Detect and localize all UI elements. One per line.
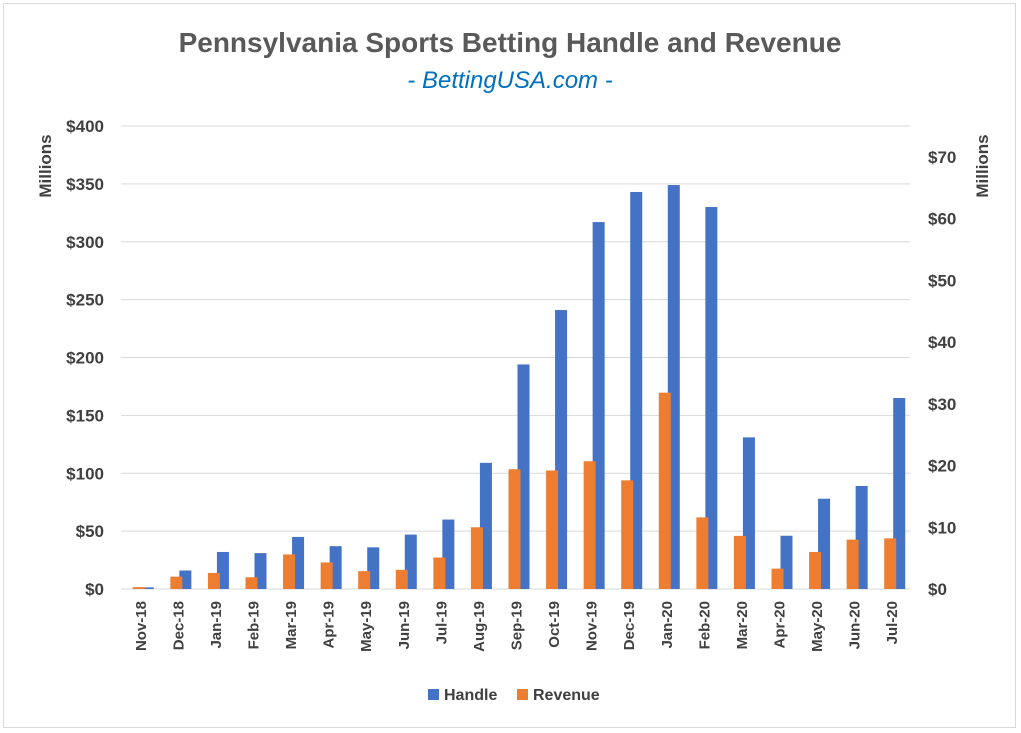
revenue-bar [207, 572, 220, 589]
revenue-bar [809, 551, 822, 589]
right-tick-label: $70 [928, 148, 956, 167]
left-tick-label: $200 [66, 349, 104, 368]
right-tick-label: $10 [928, 518, 956, 537]
left-tick-label: $400 [66, 117, 104, 136]
x-tick-label: Feb-19 [246, 601, 263, 649]
right-tick-label: $30 [928, 395, 956, 414]
revenue-series [132, 392, 897, 589]
x-tick-label: Nov-18 [133, 601, 150, 651]
revenue-bar [470, 527, 483, 589]
right-tick-label: $50 [928, 271, 956, 290]
chart-title: Pennsylvania Sports Betting Handle and R… [179, 27, 842, 58]
revenue-bar [283, 554, 296, 589]
left-tick-label: $50 [76, 522, 104, 541]
handle-bar [705, 207, 718, 589]
chart-subtitle: - BettingUSA.com - [407, 67, 612, 94]
left-tick-label: $250 [66, 291, 104, 310]
x-axis-ticks: Nov-18 Dec-18 Jan-19 Feb-19 Mar-19 Apr-19 May-… [133, 601, 901, 652]
revenue-bar [771, 568, 784, 589]
x-tick-label: Sep-19 [509, 601, 526, 650]
left-tick-label: $150 [66, 406, 104, 425]
left-tick-label: $100 [66, 464, 104, 483]
handle-bar [141, 587, 154, 589]
x-tick-label: Dec-19 [621, 601, 638, 650]
x-tick-label: Aug-19 [471, 601, 488, 652]
right-tick-label: $20 [928, 457, 956, 476]
right-tick-label: $40 [928, 333, 956, 352]
right-axis-label: Millions [973, 134, 992, 197]
x-tick-label: Jun-19 [396, 601, 413, 649]
legend-label-revenue: Revenue [533, 687, 600, 704]
handle-series [141, 185, 906, 590]
revenue-bar [696, 517, 709, 589]
right-axis-ticks: $0 $10 $20 $30 $40 $50 $60 $70 [928, 148, 956, 599]
x-tick-label: Jul-19 [433, 601, 450, 644]
x-tick-label: Dec-18 [170, 601, 187, 650]
revenue-bar [846, 539, 859, 589]
x-tick-label: May-20 [809, 601, 826, 652]
x-tick-label: Mar-19 [283, 601, 300, 649]
revenue-bar [245, 577, 258, 589]
right-tick-label: $60 [928, 210, 956, 229]
revenue-bar [395, 569, 408, 589]
revenue-bar [358, 571, 371, 589]
x-tick-label: Jan-19 [208, 601, 225, 649]
left-tick-label: $350 [66, 175, 104, 194]
left-axis-label: Millions [36, 134, 55, 197]
revenue-bar [884, 538, 897, 589]
legend-label-handle: Handle [444, 687, 497, 704]
x-tick-label: Oct-19 [546, 601, 563, 648]
revenue-bar [658, 392, 671, 589]
revenue-bar [733, 535, 746, 589]
legend: Handle Revenue [428, 687, 600, 704]
left-tick-label: $0 [85, 580, 104, 599]
revenue-bar [433, 557, 446, 589]
left-axis-ticks: $0 $50 $100 $150 $200 $250 $300 $350 $400 [66, 117, 104, 599]
legend-swatch-handle [428, 689, 439, 700]
left-tick-label: $300 [66, 233, 104, 252]
x-tick-label: Apr-19 [321, 601, 338, 649]
revenue-bar [508, 469, 521, 589]
chart-frame [3, 3, 1016, 728]
x-tick-label: Mar-20 [734, 601, 751, 649]
x-tick-label: Nov-19 [584, 601, 601, 651]
revenue-bar [621, 480, 634, 589]
revenue-bar [583, 461, 596, 589]
revenue-bar [132, 587, 145, 589]
x-tick-label: Jul-20 [884, 601, 901, 644]
x-tick-label: May-19 [358, 601, 375, 652]
x-tick-label: Jan-20 [659, 601, 676, 649]
x-tick-label: Feb-20 [696, 601, 713, 649]
revenue-bar [320, 562, 333, 589]
right-tick-label: $0 [928, 580, 947, 599]
x-tick-label: Apr-20 [772, 601, 789, 649]
legend-swatch-revenue [517, 689, 528, 700]
revenue-bar [170, 576, 183, 589]
revenue-bar [546, 470, 559, 589]
x-tick-label: Jun-20 [847, 601, 864, 649]
